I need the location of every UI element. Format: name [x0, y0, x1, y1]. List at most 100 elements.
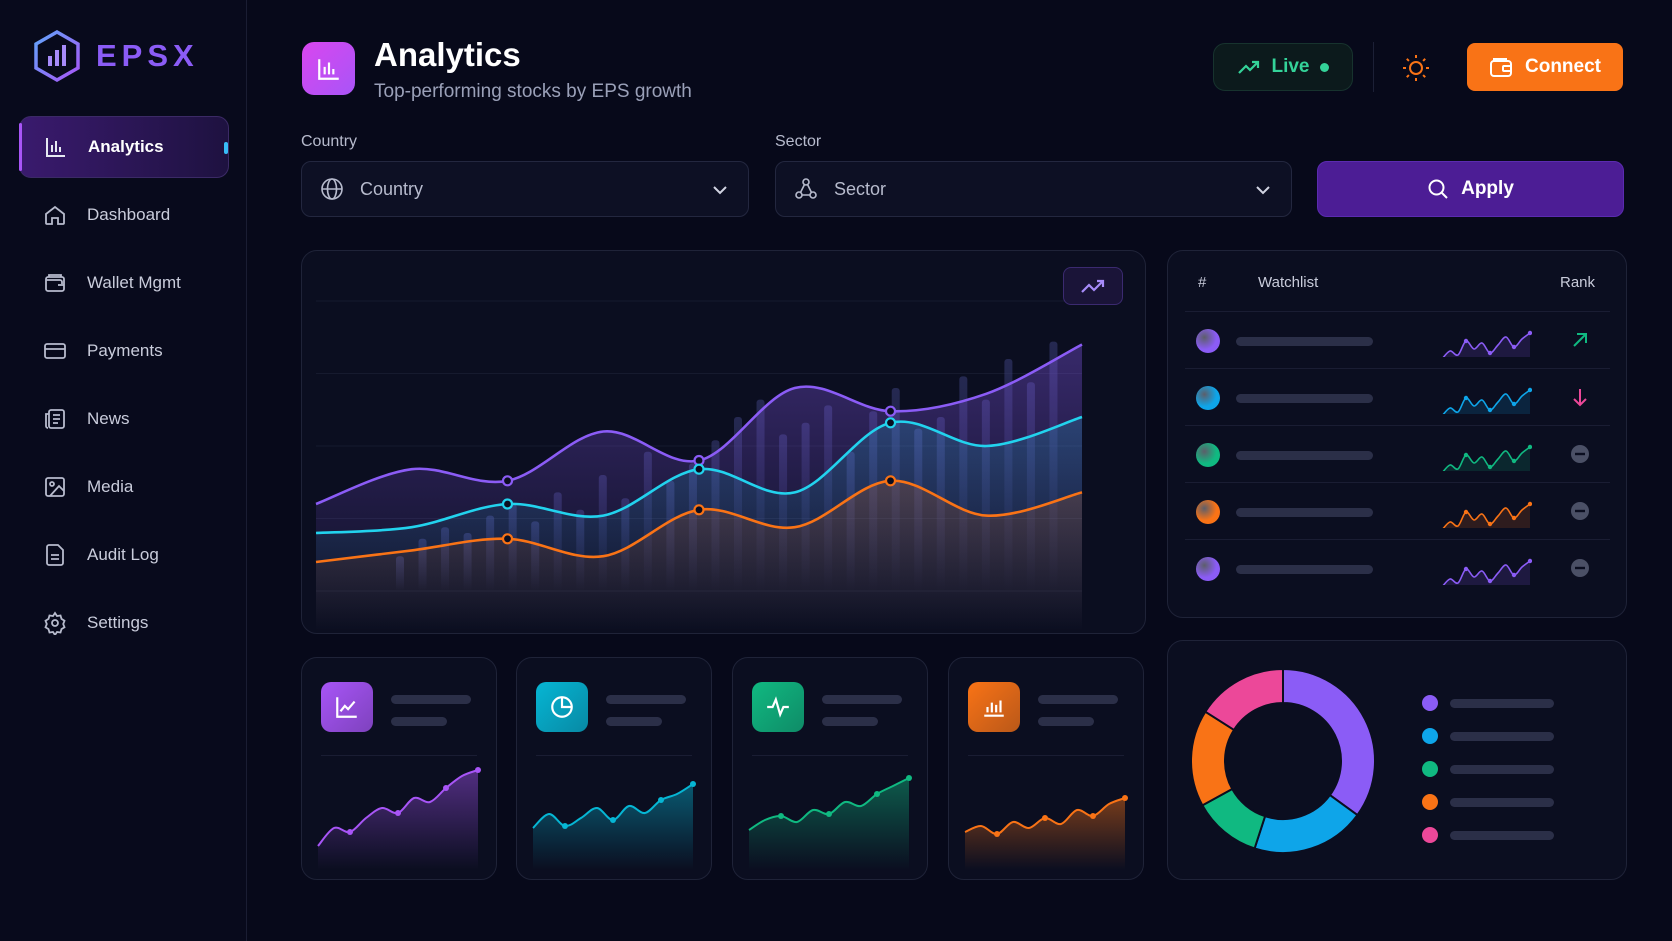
stat-card[interactable] — [301, 657, 497, 880]
donut-panel — [1167, 640, 1627, 880]
connect-button[interactable]: Connect — [1467, 43, 1623, 91]
live-status-dot — [1319, 62, 1329, 72]
brand-logo-icon — [34, 30, 80, 82]
header-divider — [1373, 42, 1374, 92]
sidebar-item-dashboard[interactable]: Dashboard — [19, 184, 229, 246]
stat-card[interactable] — [732, 657, 928, 880]
sidebar-item-news[interactable]: News — [19, 388, 229, 450]
donut-segment[interactable] — [1203, 667, 1284, 732]
sidebar-item-wallet-mgmt[interactable]: Wallet Mgmt — [19, 252, 229, 314]
rank-up-icon — [1568, 328, 1592, 352]
watchlist-color-dot — [1196, 500, 1220, 524]
watchlist-sparkline — [1442, 330, 1532, 357]
legend-item — [1422, 693, 1562, 713]
pulse-icon — [752, 682, 804, 732]
globe-icon — [321, 178, 343, 200]
home-icon — [43, 203, 67, 227]
sun-icon[interactable] — [1401, 53, 1431, 83]
sidebar-item-label: Media — [87, 477, 134, 496]
page-title: Analytics — [374, 36, 521, 73]
country-select[interactable]: Country — [301, 161, 749, 217]
watchlist-rank-header: Rank — [1560, 274, 1596, 291]
stat-text-placeholder — [1038, 717, 1094, 726]
sidebar-item-label: News — [87, 409, 130, 428]
donut-segment[interactable] — [1253, 793, 1359, 854]
donut-segment[interactable] — [1282, 667, 1376, 817]
watchlist-row[interactable] — [1185, 482, 1610, 538]
chevron-down-icon — [1256, 186, 1270, 195]
sector-select-value: Sector — [834, 178, 887, 199]
stat-text-placeholder — [606, 695, 686, 704]
page-subtitle: Top-performing stocks by EPS growth — [374, 81, 692, 102]
live-label: Live — [1271, 56, 1310, 77]
stat-text-placeholder — [1038, 695, 1118, 704]
sidebar-item-label: Settings — [87, 613, 149, 632]
watchlist-name-placeholder — [1236, 565, 1373, 574]
brand[interactable]: EPSX — [34, 30, 199, 82]
data-point[interactable] — [884, 417, 897, 429]
watchlist-color-dot — [1196, 443, 1220, 467]
data-point[interactable] — [501, 533, 514, 545]
sidebar-nav: Analytics Dashboard Wallet Mgmt Payments — [19, 116, 229, 660]
sidebar-item-label: Audit Log — [87, 545, 159, 564]
watchlist-sparkline — [1442, 444, 1532, 471]
rank-neutral-icon — [1568, 442, 1592, 466]
trending-up-icon — [1238, 60, 1260, 74]
bar-chart-icon — [317, 58, 339, 80]
apply-button[interactable]: Apply — [1317, 161, 1624, 217]
watchlist-row[interactable] — [1185, 539, 1610, 595]
bar-chart-icon — [968, 682, 1020, 732]
donut-chart — [1190, 667, 1376, 854]
sidebar-item-settings[interactable]: Settings — [19, 592, 229, 654]
watchlist-row[interactable] — [1185, 425, 1610, 481]
legend-label-placeholder — [1450, 732, 1554, 741]
watchlist-color-dot — [1196, 557, 1220, 581]
stat-card[interactable] — [948, 657, 1144, 880]
sidebar-item-label: Wallet Mgmt — [87, 273, 181, 292]
stat-sparkline — [317, 767, 481, 870]
watchlist-row[interactable] — [1185, 311, 1610, 367]
legend-item — [1422, 825, 1562, 845]
gear-icon — [43, 611, 67, 635]
watchlist-row[interactable] — [1185, 368, 1610, 424]
series-area — [316, 480, 1082, 631]
stat-divider — [752, 755, 908, 756]
watchlist-name-placeholder — [1236, 451, 1373, 460]
watchlist-name-placeholder — [1236, 508, 1373, 517]
sidebar-item-payments[interactable]: Payments — [19, 320, 229, 382]
sidebar-item-media[interactable]: Media — [19, 456, 229, 518]
main-line-chart — [315, 300, 1083, 631]
active-indicator — [224, 142, 228, 154]
sidebar-item-audit-log[interactable]: Audit Log — [19, 524, 229, 586]
data-point[interactable] — [693, 504, 705, 516]
watchlist-name-placeholder — [1236, 394, 1373, 403]
stat-sparkline — [748, 775, 912, 870]
newspaper-icon — [43, 407, 67, 431]
chart-type-toggle[interactable] — [1063, 267, 1123, 305]
sector-select[interactable]: Sector — [775, 161, 1292, 217]
stat-text-placeholder — [822, 695, 902, 704]
data-point[interactable] — [693, 463, 705, 475]
legend-color-dot — [1422, 728, 1438, 744]
data-point[interactable] — [884, 475, 897, 487]
sidebar-item-label: Payments — [87, 341, 163, 360]
sidebar-item-analytics[interactable]: Analytics — [19, 116, 229, 178]
data-point[interactable] — [501, 498, 514, 510]
stat-card[interactable] — [516, 657, 712, 880]
data-point[interactable] — [884, 405, 897, 417]
data-point[interactable] — [501, 475, 514, 487]
legend-label-placeholder — [1450, 831, 1554, 840]
connect-label: Connect — [1525, 56, 1601, 77]
stat-divider — [536, 755, 692, 756]
watchlist-sparkline — [1442, 387, 1532, 414]
stat-text-placeholder — [391, 695, 471, 704]
stat-sparkline — [964, 795, 1128, 870]
legend-item — [1422, 759, 1562, 779]
chevron-down-icon — [713, 186, 727, 195]
pie-chart-icon — [536, 682, 588, 732]
watchlist-sparkline — [1442, 558, 1532, 585]
rank-down-icon — [1568, 385, 1592, 409]
rank-neutral-icon — [1568, 499, 1592, 523]
live-button[interactable]: Live — [1213, 43, 1353, 91]
watchlist-sparkline — [1442, 501, 1532, 528]
